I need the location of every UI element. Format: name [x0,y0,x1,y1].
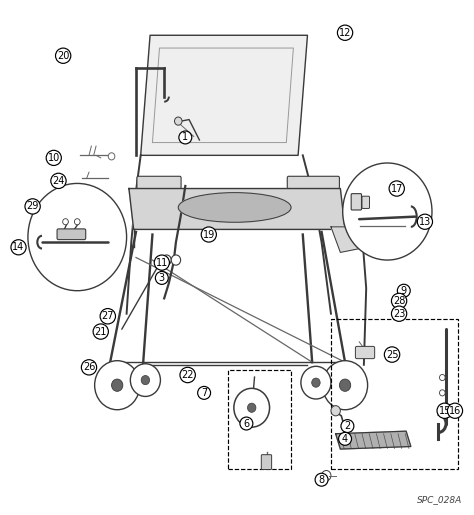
Circle shape [171,255,181,265]
Text: 17: 17 [391,183,403,194]
Text: 20: 20 [57,50,69,61]
FancyBboxPatch shape [356,347,374,358]
Circle shape [331,406,340,416]
Circle shape [162,255,171,265]
Ellipse shape [178,193,291,222]
Circle shape [301,366,331,399]
FancyBboxPatch shape [137,176,181,188]
Circle shape [108,153,115,160]
Circle shape [247,403,256,413]
Text: 7: 7 [201,388,207,398]
FancyBboxPatch shape [351,194,362,210]
Circle shape [63,219,68,225]
Circle shape [234,388,270,427]
Polygon shape [129,188,345,229]
Text: 16: 16 [449,406,461,416]
Circle shape [339,379,351,391]
Text: 14: 14 [12,242,25,252]
Bar [331,319,458,470]
FancyBboxPatch shape [287,176,339,188]
Text: 11: 11 [155,258,168,268]
Text: 25: 25 [386,350,398,359]
Polygon shape [141,36,308,156]
Polygon shape [331,227,366,252]
Text: 28: 28 [393,296,405,306]
FancyBboxPatch shape [362,196,370,209]
Text: 9: 9 [401,286,407,296]
Text: 24: 24 [52,176,64,186]
Circle shape [439,390,445,396]
Text: 27: 27 [101,311,114,321]
Circle shape [322,360,368,410]
Text: 23: 23 [393,308,405,319]
Text: 6: 6 [243,419,249,428]
Text: 10: 10 [48,153,60,163]
Text: 15: 15 [438,406,451,416]
Circle shape [343,163,432,260]
Text: 26: 26 [83,363,95,372]
Text: 2: 2 [344,421,351,431]
Circle shape [141,375,150,385]
Text: 19: 19 [203,230,215,239]
Circle shape [439,374,445,381]
Circle shape [312,378,320,387]
Text: 13: 13 [419,217,431,227]
Circle shape [111,379,123,391]
Text: 3: 3 [159,273,165,283]
Polygon shape [336,431,411,449]
Circle shape [130,364,160,397]
Circle shape [174,117,182,125]
Text: SPC_028A: SPC_028A [417,495,463,504]
Text: 8: 8 [319,475,325,485]
Text: 29: 29 [27,201,39,212]
Circle shape [95,360,140,410]
Text: 21: 21 [94,327,107,337]
Bar [228,370,291,470]
Text: 4: 4 [342,434,348,444]
FancyBboxPatch shape [261,455,272,470]
Text: 22: 22 [182,370,194,380]
Text: 1: 1 [182,132,188,143]
FancyBboxPatch shape [57,229,86,239]
Circle shape [28,183,127,290]
Text: 12: 12 [339,28,351,38]
Circle shape [74,219,80,225]
Circle shape [321,471,331,480]
